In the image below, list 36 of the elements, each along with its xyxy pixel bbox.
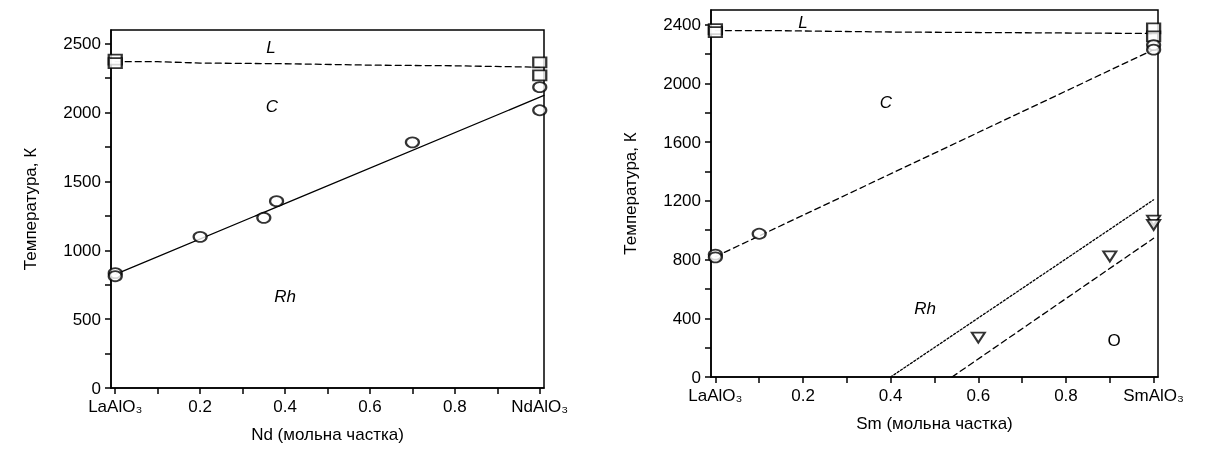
x-tick-label: SmAlO₃ xyxy=(1123,386,1184,405)
x-tick-label: 0.6 xyxy=(358,397,382,416)
x-tick-label: 0.4 xyxy=(273,397,297,416)
y-tick-label: 800 xyxy=(672,250,701,270)
annotation: Rh xyxy=(914,298,936,318)
y-tick-label: 1200 xyxy=(663,191,701,211)
x-tick-label: LaAlO₃ xyxy=(88,397,143,416)
annotation: O xyxy=(1107,330,1121,350)
x-tick-label: 0.8 xyxy=(1054,386,1078,405)
y-tick-label: 0 xyxy=(691,367,701,387)
annotation: Rh xyxy=(274,286,296,306)
x-tick-label: 0.2 xyxy=(791,386,815,405)
y-tick-label: 1600 xyxy=(663,132,701,152)
y-tick-label: 2500 xyxy=(63,34,101,54)
y-tick-label: 2000 xyxy=(63,103,101,123)
y-tick-label: 500 xyxy=(72,309,101,329)
y-axis-title: Температура, К xyxy=(21,147,40,271)
x-axis-title: Sm (мольна частка) xyxy=(856,414,1013,433)
y-axis-title: Температура, К xyxy=(621,132,640,255)
annotation: C xyxy=(265,96,279,116)
annotation: L xyxy=(266,37,276,57)
x-tick-label: 0.6 xyxy=(966,386,991,405)
annotation: L xyxy=(798,12,808,32)
y-tick-label: 1500 xyxy=(63,171,101,191)
y-tick-label: 0 xyxy=(91,378,101,398)
x-axis-title: Nd (мольна частка) xyxy=(251,425,404,444)
y-tick-label: 1000 xyxy=(63,240,101,260)
x-tick-label: 0.4 xyxy=(878,386,903,405)
y-tick-label: 2000 xyxy=(663,73,701,93)
x-tick-label: 0.2 xyxy=(188,397,212,416)
y-tick-label: 400 xyxy=(672,308,701,328)
y-tick-label: 2400 xyxy=(663,15,701,35)
x-tick-label: LaAlO₃ xyxy=(688,386,743,405)
x-tick-label: 0.8 xyxy=(443,397,467,416)
annotation: C xyxy=(879,92,893,112)
x-tick-label: NdAlO₃ xyxy=(511,397,569,416)
